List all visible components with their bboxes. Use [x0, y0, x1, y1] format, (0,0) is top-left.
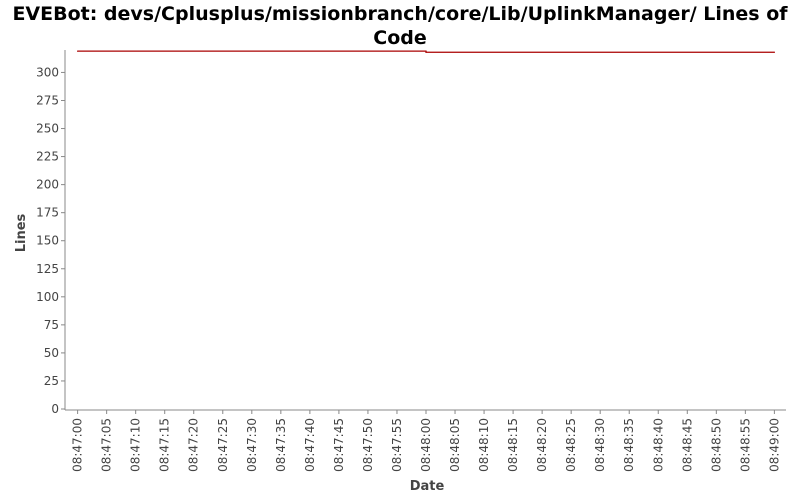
- x-tick-label: 08:48:40: [651, 418, 665, 472]
- y-tick-label: 150: [36, 234, 59, 248]
- data-point-0-1: [425, 50, 427, 52]
- x-tick-label: 08:47:55: [390, 418, 404, 472]
- x-tick-label: 08:47:15: [158, 418, 172, 472]
- x-tick-label: 08:47:50: [361, 418, 375, 472]
- y-tick-label: 50: [44, 346, 59, 360]
- x-tick-label: 08:47:35: [274, 418, 288, 472]
- data-point-0-3: [773, 51, 775, 53]
- x-tick-label: 08:48:45: [680, 418, 694, 472]
- chart-title: EVEBot: devs/Cplusplus/missionbranch/cor…: [12, 3, 788, 49]
- y-tick-label: 225: [36, 150, 59, 164]
- data-point-0-0: [77, 50, 79, 52]
- x-tick-label: 08:48:00: [419, 418, 433, 472]
- y-tick-label: 75: [44, 318, 59, 332]
- y-tick-label: 250: [36, 122, 59, 136]
- x-tick-label: 08:47:25: [216, 418, 230, 472]
- x-tick-label: 08:47:10: [129, 418, 143, 472]
- y-tick-label: 0: [51, 402, 59, 416]
- x-tick-label: 08:49:00: [767, 418, 781, 472]
- x-tick-label: 08:47:00: [71, 418, 85, 472]
- x-tick-label: 08:47:20: [187, 418, 201, 472]
- x-tick-label: 08:48:35: [622, 418, 636, 472]
- x-tick-label: 08:48:55: [738, 418, 752, 472]
- x-tick-label: 08:48:30: [593, 418, 607, 472]
- y-tick-label: 300: [36, 65, 59, 79]
- x-tick-label: 08:48:20: [535, 418, 549, 472]
- y-axis: 0 25 50 75 100 125 150 175 200 225 250 275 300: [36, 65, 65, 416]
- x-tick-label: 08:48:05: [448, 418, 462, 472]
- x-tick-label: 08:48:25: [564, 418, 578, 472]
- x-tick-label: 08:48:10: [477, 418, 491, 472]
- y-tick-label: 125: [36, 262, 59, 276]
- y-axis-label: Lines: [14, 213, 29, 252]
- x-tick-label: 08:47:40: [303, 418, 317, 472]
- x-axis-label: Date: [410, 479, 445, 494]
- y-tick-label: 25: [44, 374, 59, 388]
- y-tick-label: 100: [36, 290, 59, 304]
- x-tick-label: 08:47:05: [100, 418, 114, 472]
- x-tick-label: 08:47:30: [245, 418, 259, 472]
- y-tick-label: 275: [36, 93, 59, 107]
- series-layer: [77, 50, 775, 53]
- data-point-0-2: [425, 51, 427, 53]
- plot-area: [64, 50, 786, 411]
- x-tick-label: 08:47:45: [332, 418, 346, 472]
- x-axis: 08:47:00 08:47:05 08:47:10 08:47:15 08:47:20…: [71, 410, 781, 472]
- x-tick-label: 08:48:50: [709, 418, 723, 472]
- y-tick-label: 175: [36, 206, 59, 220]
- plot-background: [66, 50, 786, 409]
- y-tick-label: 200: [36, 178, 59, 192]
- x-tick-label: 08:48:15: [506, 418, 520, 472]
